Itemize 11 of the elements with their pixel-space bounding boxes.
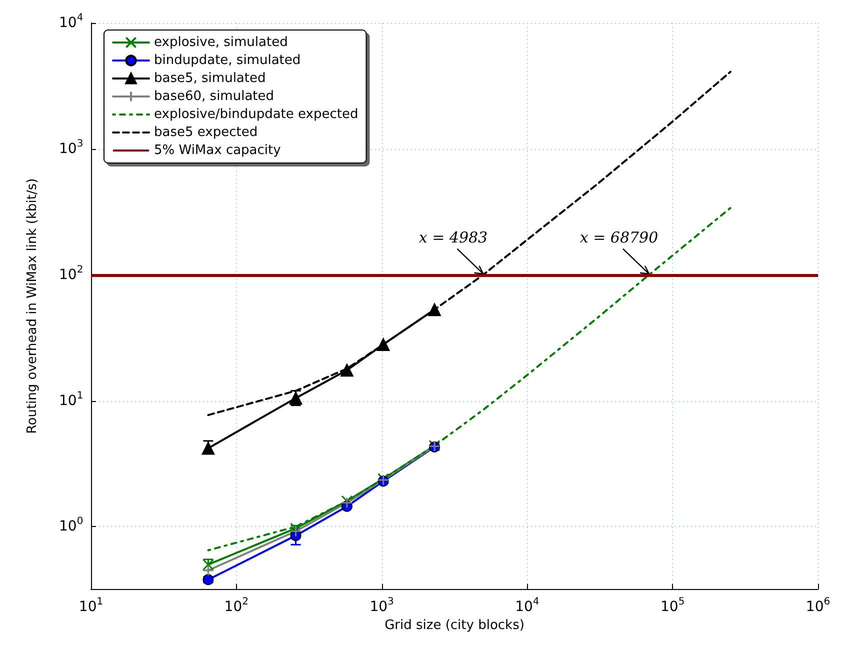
legend-label: explosive/bindupdate expected: [154, 107, 358, 122]
y-axis-title: Routing overhead in WiMax link (kbit/s): [25, 178, 40, 434]
annotation: x = 68790: [580, 228, 659, 246]
annotation: x = 4983: [418, 228, 488, 246]
legend-label: bindupdate, simulated: [154, 53, 301, 68]
legend-label: base5 expected: [154, 125, 258, 140]
legend-label: base5, simulated: [154, 71, 266, 86]
legend-label: 5% WiMax capacity: [154, 143, 282, 158]
legend-label: base60, simulated: [154, 89, 274, 104]
x-axis-title: Grid size (city blocks): [384, 618, 524, 633]
legend-label: explosive, simulated: [154, 35, 288, 50]
